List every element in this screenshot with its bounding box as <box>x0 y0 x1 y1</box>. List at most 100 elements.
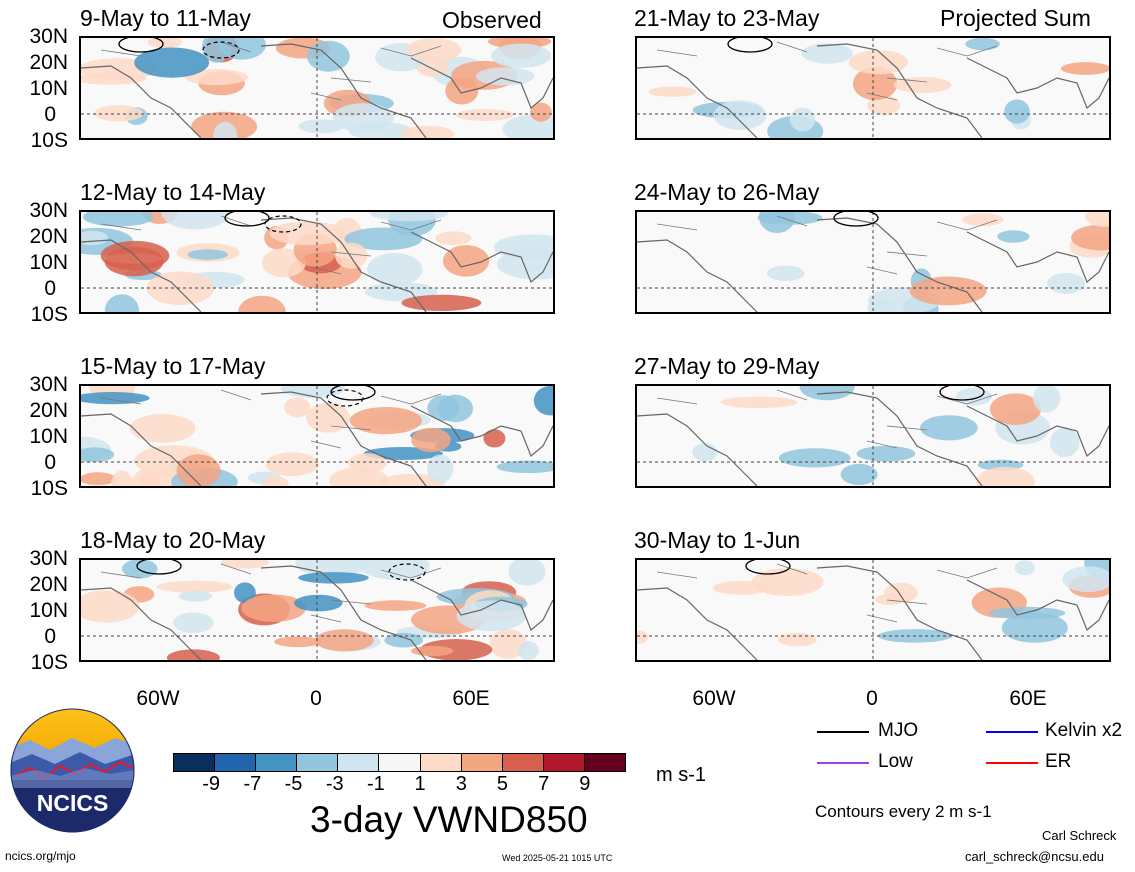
colorbar-swatch <box>338 754 380 771</box>
anomaly-blob <box>81 590 140 623</box>
mjo-contour <box>745 560 791 575</box>
anomaly-blob <box>269 221 347 246</box>
anomaly-blob <box>909 276 987 306</box>
anomaly-blob <box>483 429 506 448</box>
panel-title-1: 9-May to 11-May <box>80 5 251 31</box>
anomaly-blob <box>241 594 306 622</box>
map-panel-observed-4 <box>79 558 555 662</box>
logo-text: NCICS <box>37 790 109 816</box>
anomaly-blob <box>475 67 535 86</box>
anomaly-blob <box>359 560 430 580</box>
anomaly-blob <box>221 560 270 569</box>
lat-label-10n: 10N <box>29 425 68 448</box>
anomaly-blob <box>455 109 514 121</box>
colorbar-swatch <box>502 754 544 771</box>
anomaly-blob <box>367 253 423 286</box>
legend-swatch-er <box>986 762 1038 764</box>
anomaly-blob <box>298 572 369 584</box>
author: Carl Schreck <box>1042 828 1117 843</box>
anomaly-blob <box>1046 272 1086 294</box>
colorbar-tick-label: 5 <box>496 773 509 795</box>
colorbar-swatch <box>584 754 626 771</box>
coastline <box>81 565 553 660</box>
anomaly-blob <box>435 231 472 246</box>
anomaly-blob <box>427 454 454 483</box>
anomaly-blob <box>867 95 900 116</box>
colorbar-tick-label: -1 <box>367 773 385 795</box>
colorbar-swatch <box>297 754 339 771</box>
anomaly-blob <box>758 212 796 234</box>
anomaly-blob <box>637 630 649 644</box>
anomaly-blob <box>1060 62 1109 75</box>
panel-title-8: 30-May to 1-Jun <box>634 527 801 553</box>
anomaly-blob <box>801 43 853 64</box>
map-field <box>637 386 1109 486</box>
colorbar-tick-label: -9 <box>202 773 221 795</box>
anomaly-blob <box>648 86 697 97</box>
contours-note: Contours every 2 m s-1 <box>815 802 992 821</box>
colorbar-swatch <box>420 754 462 771</box>
lat-label-eq: 0 <box>44 451 56 474</box>
anomaly-blob <box>131 469 161 486</box>
anomaly-blob <box>265 452 319 477</box>
anomaly-blob <box>111 470 134 486</box>
lat-label-20n: 20N <box>29 399 68 422</box>
panel-title-4: 24-May to 26-May <box>634 179 820 205</box>
panel-title-2: 21-May to 23-May <box>634 5 820 31</box>
lon-label-60w: 60W <box>692 687 736 710</box>
anomaly-blob <box>238 295 286 312</box>
colorbar-tick-label: 9 <box>579 773 591 795</box>
anomaly-blob <box>491 43 551 68</box>
lat-label-20n: 20N <box>29 573 68 596</box>
anomaly-blob <box>789 107 816 132</box>
anomaly-blob <box>134 47 210 78</box>
coastline <box>81 217 553 312</box>
anomaly-blob <box>778 448 851 468</box>
colorbar-tick-label: 7 <box>538 773 550 795</box>
anomaly-blob <box>234 582 256 603</box>
site-link[interactable]: ncics.org/mjo <box>5 849 76 863</box>
colorbar <box>173 753 626 772</box>
mjo-contour-negative <box>326 389 364 407</box>
anomaly-blob <box>284 397 311 418</box>
mjo-contour <box>939 386 985 401</box>
anomaly-blob <box>130 413 196 443</box>
legend-label-low: Low <box>878 751 913 772</box>
anomaly-blob <box>437 394 474 423</box>
anomaly-blob <box>976 466 1035 486</box>
map-panel-projected-3 <box>635 384 1111 488</box>
anomaly-blob <box>712 580 770 595</box>
map-panel-observed-3 <box>79 384 555 488</box>
anomaly-blob <box>147 38 183 49</box>
anomaly-blob <box>751 568 824 596</box>
panel-title-6: 27-May to 29-May <box>634 353 820 379</box>
legend-swatch-mjo <box>817 731 869 733</box>
colorbar-swatch <box>215 754 257 771</box>
anomaly-blob <box>920 415 978 441</box>
anomaly-blob <box>778 632 817 647</box>
anomaly-blob <box>173 612 214 634</box>
anomaly-blob <box>496 460 553 474</box>
legend-label-er: ER <box>1045 751 1072 772</box>
map-panel-observed-2 <box>79 210 555 314</box>
map-field <box>81 386 553 486</box>
country-border <box>100 389 442 449</box>
country-border <box>100 563 442 623</box>
anomaly-blob <box>988 606 1066 620</box>
anomaly-blob <box>406 38 462 62</box>
mjo-contour-negative <box>264 215 302 233</box>
anomaly-blob <box>1085 212 1109 227</box>
panel-title-5: 15-May to 17-May <box>80 353 266 379</box>
anomaly-blob <box>965 38 1000 51</box>
lon-label-0: 0 <box>866 687 878 710</box>
lat-label-10n: 10N <box>29 599 68 622</box>
lat-label-10n: 10N <box>29 77 68 100</box>
timestamp: Wed 2025-05-21 1015 UTC <box>502 853 613 863</box>
anomaly-blob <box>508 560 546 586</box>
lat-label-10s: 10S <box>30 303 68 326</box>
coastline <box>637 391 1109 486</box>
anomaly-blob <box>332 103 394 133</box>
anomaly-blob <box>104 246 164 277</box>
country-border <box>100 41 442 101</box>
anomaly-blob <box>893 77 952 93</box>
